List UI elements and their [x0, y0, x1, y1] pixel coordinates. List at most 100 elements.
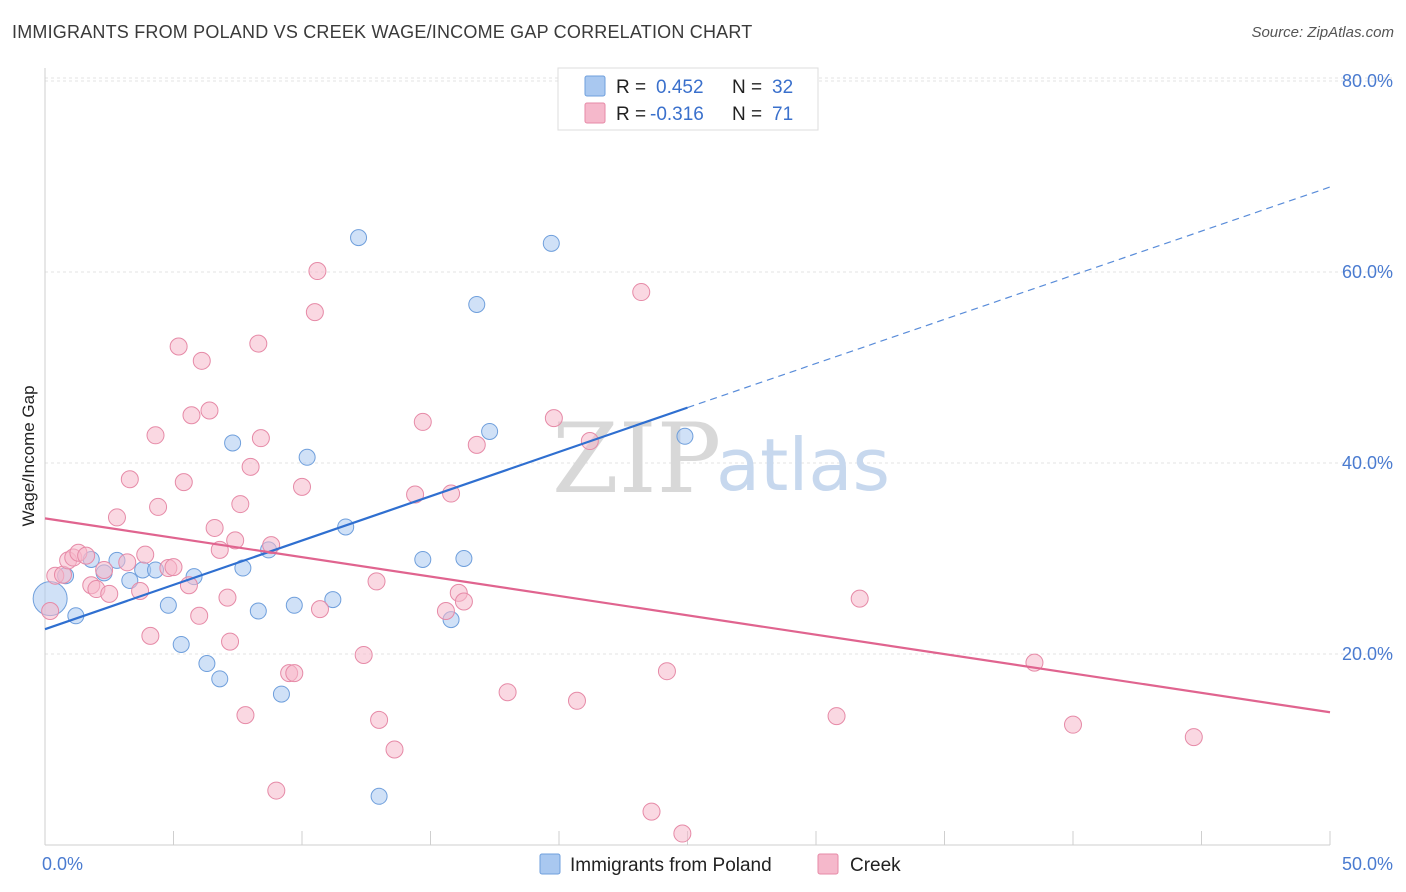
- data-point: [159, 596, 177, 614]
- data-point: [455, 550, 473, 567]
- bottom-legend-label-creek: Creek: [850, 855, 901, 876]
- watermark-zip: ZIP: [552, 403, 721, 515]
- data-point: [192, 351, 211, 370]
- legend-swatch-poland: [584, 75, 606, 97]
- data-point: [118, 553, 137, 572]
- data-point: [442, 484, 461, 503]
- data-point: [141, 626, 160, 645]
- data-point: [406, 485, 425, 504]
- data-point: [149, 497, 168, 516]
- data-point: [413, 412, 432, 431]
- bottom-legend: Immigrants from Poland Creek: [539, 853, 901, 876]
- data-point: [827, 707, 846, 726]
- data-point: [1184, 728, 1203, 747]
- bottom-legend-label-poland: Immigrants from Poland: [570, 855, 772, 876]
- data-point: [169, 337, 188, 356]
- x-tick-label: 50.0%: [1342, 854, 1393, 874]
- data-point: [481, 422, 499, 440]
- data-point: [350, 229, 368, 247]
- data-point: [236, 706, 255, 725]
- y-tick-label: 80.0%: [1342, 71, 1393, 91]
- data-point: [95, 560, 114, 579]
- data-point: [190, 606, 209, 625]
- bottom-legend-swatch-creek: [817, 853, 839, 875]
- data-point: [467, 435, 486, 454]
- data-point: [567, 691, 586, 710]
- data-point: [298, 448, 316, 466]
- data-point: [385, 740, 404, 759]
- legend-r-value: -0.316: [650, 104, 704, 125]
- legend-r-value: 0.452: [656, 77, 704, 98]
- data-point: [324, 591, 342, 609]
- trend-line-poland: [44, 406, 688, 631]
- bottom-legend-swatch-poland: [539, 853, 561, 875]
- data-point: [41, 602, 60, 621]
- data-point: [468, 295, 486, 313]
- data-point: [1064, 715, 1082, 734]
- data-point: [370, 710, 389, 729]
- data-point: [436, 602, 455, 621]
- legend-n-label: N =: [732, 104, 762, 125]
- data-point: [544, 409, 563, 428]
- series-immigrants-from-poland: [32, 229, 694, 805]
- data-point: [354, 645, 373, 664]
- trend-line-poland-extension: [687, 186, 1331, 409]
- data-point: [285, 596, 303, 614]
- data-point: [673, 824, 692, 843]
- data-point: [454, 592, 473, 611]
- data-point: [205, 518, 224, 537]
- legend-r-label: R =: [616, 77, 646, 98]
- axes: [44, 68, 1331, 846]
- data-point: [226, 531, 245, 550]
- data-point: [249, 602, 267, 620]
- legend-n-value: 32: [772, 77, 793, 98]
- trend-lines: [44, 186, 1331, 714]
- data-point: [241, 457, 260, 476]
- data-point: [172, 635, 190, 653]
- chart-title: IMMIGRANTS FROM POLAND VS CREEK WAGE/INC…: [12, 22, 753, 42]
- data-point: [308, 262, 327, 281]
- watermark-atlas: atlas: [716, 423, 890, 507]
- series-creek: [41, 262, 1203, 843]
- data-point: [850, 589, 869, 608]
- data-point: [310, 600, 329, 619]
- data-point: [414, 550, 432, 568]
- data-point: [174, 473, 193, 492]
- y-axis-label: Wage/Income Gap: [19, 385, 38, 526]
- data-point: [267, 781, 286, 800]
- source-label: Source: ZipAtlas.com: [1251, 24, 1394, 41]
- data-point: [164, 558, 183, 577]
- data-point: [121, 571, 139, 589]
- data-point: [221, 632, 240, 651]
- legend-r-label: R =: [616, 104, 646, 125]
- legend-swatch-creek: [584, 102, 606, 124]
- data-point: [249, 334, 268, 353]
- data-point: [77, 546, 96, 565]
- data-point: [285, 664, 304, 683]
- legend-n-label: N =: [732, 77, 762, 98]
- y-tick-labels: 20.0% 40.0% 60.0% 80.0%: [1342, 71, 1393, 664]
- data-point: [305, 303, 324, 322]
- data-point: [200, 401, 219, 420]
- data-point: [642, 802, 661, 821]
- data-point: [120, 470, 139, 489]
- trend-line-creek: [44, 517, 1331, 714]
- top-legend: R = 0.452 N = 32 R = -0.316 N = 71: [557, 67, 819, 131]
- legend-n-value: 71: [772, 104, 793, 125]
- data-point: [224, 434, 242, 452]
- data-point: [370, 787, 388, 805]
- data-point: [136, 545, 155, 564]
- y-tick-label: 20.0%: [1342, 644, 1393, 664]
- y-tick-label: 60.0%: [1342, 262, 1393, 282]
- x-tick-label: 0.0%: [42, 854, 83, 874]
- data-point: [211, 670, 229, 688]
- data-point: [146, 426, 165, 445]
- data-point: [182, 406, 201, 425]
- data-point: [251, 429, 270, 448]
- watermark: ZIP atlas: [552, 403, 890, 515]
- data-point: [676, 427, 694, 445]
- y-tick-label: 40.0%: [1342, 453, 1393, 473]
- data-point: [218, 588, 237, 607]
- data-point: [657, 662, 676, 681]
